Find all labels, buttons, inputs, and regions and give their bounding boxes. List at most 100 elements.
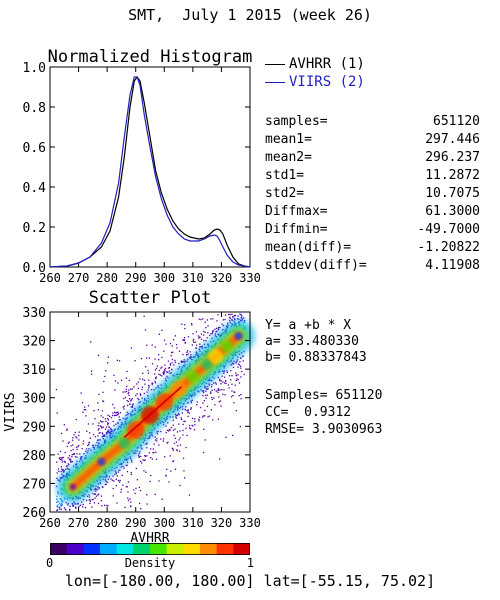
- fit-samples: Samples= 651120: [265, 388, 383, 403]
- scatter-point: [60, 505, 62, 507]
- scatter-point: [111, 429, 113, 431]
- scatter-point: [139, 394, 142, 396]
- scatter-point: [194, 424, 196, 426]
- scatter-point: [90, 370, 93, 372]
- scatter-point: [167, 371, 169, 373]
- y-tick-label: 270: [23, 477, 46, 492]
- scatter-point: [183, 339, 185, 341]
- scatter-point: [211, 333, 213, 335]
- scatter-point: [198, 416, 201, 418]
- scatter-point: [174, 468, 177, 470]
- fit-b-value: b= 0.88337843: [265, 350, 367, 365]
- scatter-point: [131, 461, 133, 463]
- scatter-point: [173, 442, 176, 445]
- scatter-point: [155, 377, 157, 379]
- scatter-point: [234, 314, 236, 317]
- scatter-point: [122, 465, 124, 468]
- scatter-point: [108, 431, 110, 433]
- scatter-point: [97, 494, 99, 496]
- scatter-point: [203, 340, 205, 342]
- colorbar-swatch: [50, 543, 68, 555]
- scatter-point: [176, 347, 178, 349]
- scatter-point: [171, 368, 173, 370]
- scatter-point: [158, 480, 160, 482]
- scatter-point: [178, 350, 181, 352]
- scatter-point: [75, 418, 77, 421]
- scatter-point: [135, 467, 137, 470]
- scatter-point: [218, 401, 220, 403]
- scatter-point: [144, 329, 147, 331]
- scatter-point: [163, 350, 165, 352]
- scatter-point: [77, 446, 79, 448]
- y-tick-label: 290: [23, 420, 46, 435]
- scatter-point: [154, 373, 156, 375]
- scatter-point: [152, 452, 154, 454]
- x-tick-label: 320: [211, 516, 233, 530]
- scatter-point: [118, 416, 120, 418]
- scatter-point: [199, 336, 201, 338]
- scatter-point: [175, 441, 178, 443]
- scatter-point: [232, 395, 234, 397]
- scatter-point: [174, 359, 176, 362]
- scatter-point: [175, 416, 177, 418]
- scatter-point: [97, 435, 99, 437]
- scatter-point: [74, 431, 76, 434]
- scatter-point: [231, 383, 233, 385]
- scatter-point: [182, 423, 184, 426]
- scatter-point: [88, 432, 91, 434]
- scatter-point: [172, 429, 175, 431]
- scatter-point: [137, 454, 140, 456]
- scatter-point: [186, 350, 189, 352]
- scatter-point: [206, 337, 208, 339]
- scatter-point: [234, 314, 237, 317]
- scatter-point: [56, 498, 58, 500]
- scatter-point: [176, 431, 179, 433]
- scatter-point: [207, 388, 209, 390]
- scatter-point: [98, 487, 100, 489]
- scatter-point: [67, 442, 69, 444]
- scatter-point: [72, 439, 74, 441]
- scatter-point: [182, 457, 185, 459]
- y-tick-label: 1.0: [23, 61, 46, 76]
- regression-line: [123, 386, 182, 438]
- scatter-point: [70, 450, 72, 452]
- scatter-point: [192, 333, 194, 335]
- scatter-point: [182, 429, 184, 432]
- scatter-point: [168, 370, 171, 372]
- scatter-point: [107, 356, 109, 358]
- scatter-point: [168, 481, 170, 483]
- scatter-point: [81, 501, 83, 503]
- scatter-point: [107, 362, 109, 364]
- scatter-point: [215, 331, 217, 333]
- scatter-point: [220, 383, 222, 385]
- scatter-point: [108, 429, 110, 431]
- scatter-point: [174, 361, 177, 363]
- scatter-point: [176, 414, 178, 417]
- scatter-point: [233, 391, 235, 393]
- scatter-plot-area: [55, 313, 256, 512]
- scatter-point: [190, 407, 192, 409]
- scatter-point: [169, 429, 171, 431]
- scatter-point: [243, 317, 245, 319]
- scatter-point: [107, 431, 109, 434]
- scatter-point: [203, 428, 205, 430]
- scatter-point: [76, 448, 78, 451]
- scatter-point: [183, 337, 186, 339]
- scatter-point: [107, 424, 109, 426]
- x-tick-label: 290: [125, 271, 147, 285]
- scatter-point: [81, 402, 84, 404]
- scatter-point: [219, 389, 221, 391]
- scatter-point: [57, 506, 59, 509]
- scatter-point: [86, 430, 88, 432]
- scatter-point: [212, 330, 214, 332]
- scatter-point: [146, 391, 148, 393]
- scatter-point: [56, 477, 58, 479]
- scatter-point: [158, 333, 160, 335]
- scatter-point: [89, 437, 91, 439]
- scatter-point: [171, 362, 173, 364]
- scatter-point: [206, 319, 208, 321]
- scatter-point: [205, 388, 207, 390]
- scatter-point: [202, 330, 205, 333]
- colorbar: [50, 543, 250, 555]
- scatter-point: [181, 412, 183, 414]
